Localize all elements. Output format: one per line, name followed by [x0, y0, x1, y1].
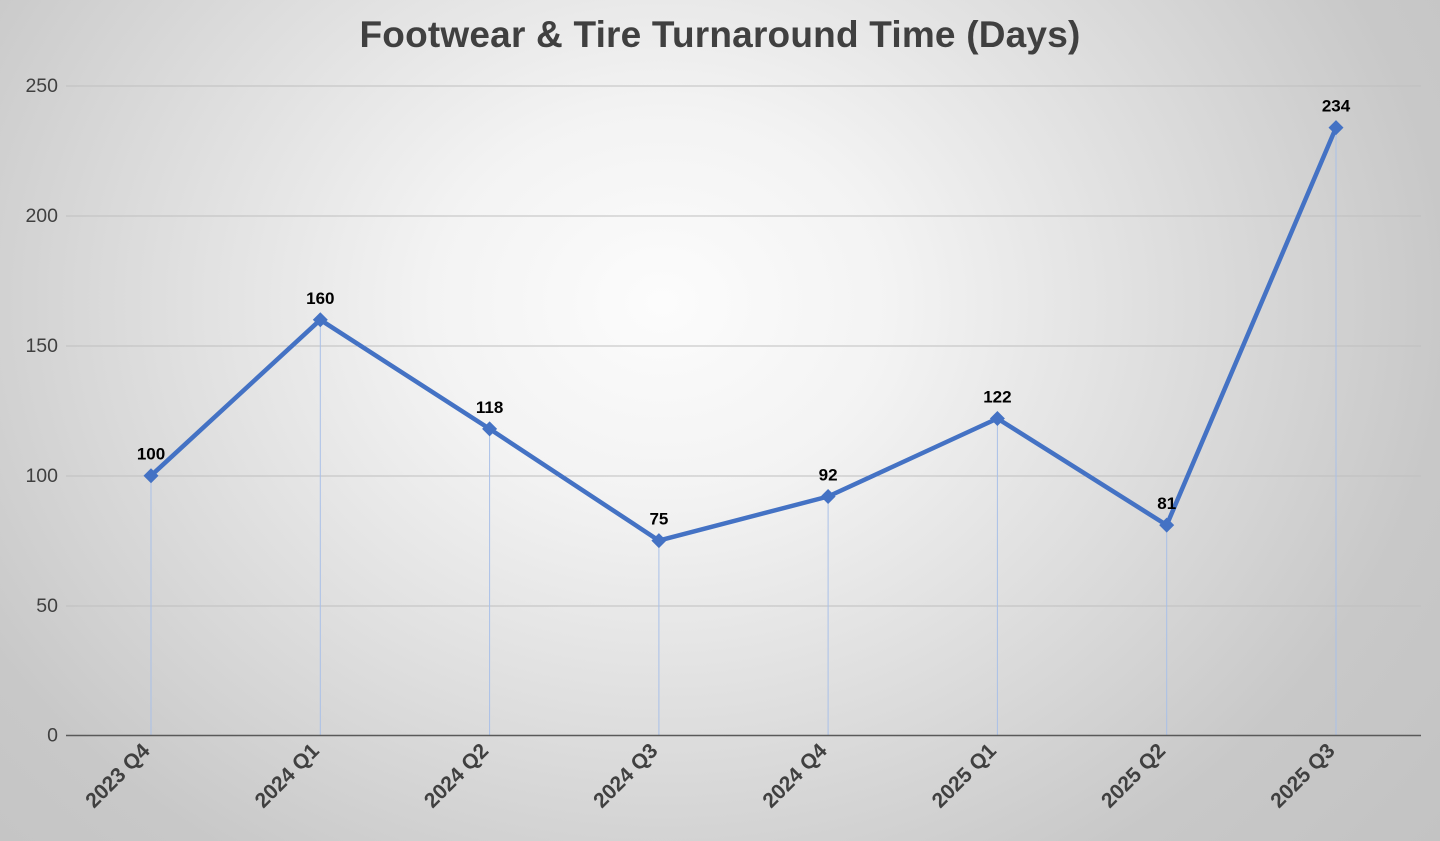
svg-text:200: 200: [25, 205, 58, 227]
svg-text:2024 Q4: 2024 Q4: [758, 739, 831, 812]
svg-text:2024 Q3: 2024 Q3: [589, 739, 662, 812]
svg-text:122: 122: [983, 388, 1011, 407]
svg-text:2025 Q2: 2025 Q2: [1097, 739, 1170, 812]
svg-text:2024 Q2: 2024 Q2: [420, 739, 493, 812]
svg-text:2025 Q3: 2025 Q3: [1266, 739, 1339, 812]
svg-text:81: 81: [1157, 494, 1176, 513]
svg-text:150: 150: [25, 335, 58, 357]
svg-text:2024 Q1: 2024 Q1: [251, 739, 324, 812]
svg-text:118: 118: [476, 398, 503, 417]
svg-text:92: 92: [819, 466, 838, 485]
svg-text:160: 160: [306, 289, 334, 308]
svg-text:234: 234: [1322, 97, 1351, 116]
svg-text:0: 0: [47, 725, 58, 747]
svg-text:250: 250: [25, 75, 58, 97]
svg-text:75: 75: [649, 510, 668, 529]
svg-text:100: 100: [25, 465, 58, 487]
svg-text:2023 Q4: 2023 Q4: [81, 739, 154, 812]
svg-text:100: 100: [137, 445, 165, 464]
svg-text:50: 50: [36, 595, 58, 617]
svg-text:2025 Q1: 2025 Q1: [928, 739, 1001, 812]
